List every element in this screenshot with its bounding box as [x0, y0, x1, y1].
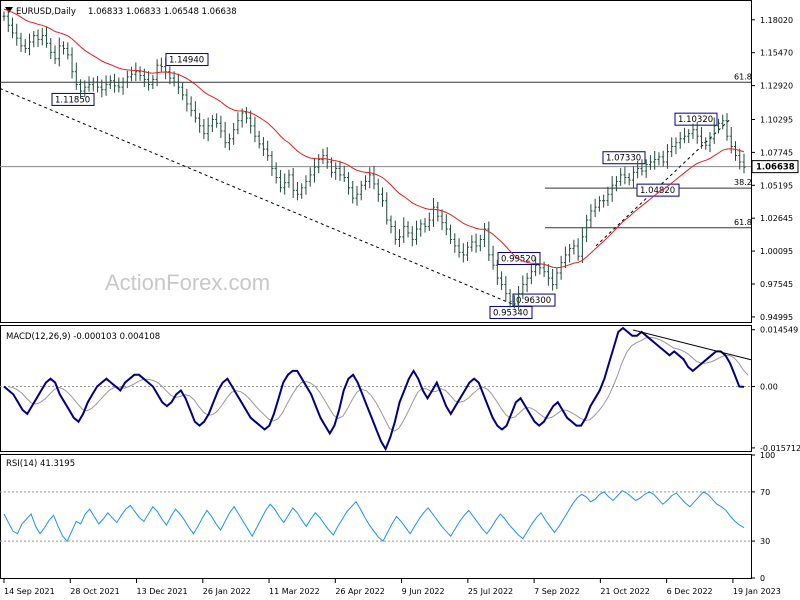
time-tick-label: 21 Oct 2022 [600, 587, 649, 596]
price-tick-label: 1.12920 [760, 82, 793, 91]
rsi-title: RSI(14) 41.3195 [6, 459, 75, 469]
last-price-label: 1.06638 [756, 163, 795, 173]
price-tick-label: 1.07745 [760, 148, 793, 157]
watermark-text: ActionForex.com [105, 270, 270, 295]
price-label-box [636, 183, 680, 197]
price-tick-label: 1.10295 [760, 115, 793, 124]
price-label-text: 1.07330 [606, 154, 641, 164]
price-tick-label: 1.02645 [760, 214, 793, 223]
macd-line [3, 326, 745, 452]
macd-tick-label: 0.014549 [760, 326, 798, 335]
time-axis: 14 Sep 2021 28 Oct 2021 13 Dec 2021 26 Jan … [3, 578, 781, 596]
price-axis: 1.18020 1.15470 1.12920 1.10295 1.07745 1.051… [751, 16, 793, 322]
time-tick-label: 26 Apr 2022 [335, 587, 384, 596]
time-tick-label: 11 Mar 2022 [269, 587, 320, 596]
price-label-text: 1.10320 [678, 115, 713, 125]
price-label-text: 1.04820 [640, 186, 675, 196]
price-tick-label: 0.94995 [760, 313, 793, 322]
rsi-tick-label: 30 [760, 537, 770, 546]
time-tick-label: 28 Oct 2021 [70, 587, 119, 596]
moving-average-line [3, 8, 745, 269]
time-tick-label: 25 Jul 2022 [468, 587, 513, 596]
price-label-text: 0.95340 [493, 308, 528, 318]
price-label-text: 0.96300 [516, 296, 551, 306]
dashed-uptrend-line [595, 119, 731, 247]
time-tick-label: 7 Sep 2022 [534, 587, 580, 596]
price-label-text: 1.14940 [169, 56, 204, 66]
time-tick-label: 26 Jan 2022 [203, 587, 251, 596]
rsi-tick-label: 0 [760, 574, 765, 583]
price-label-text: 0.99520 [501, 255, 536, 265]
macd-trendline [632, 329, 753, 361]
macd-title: MACD(12,26,9) -0.000103 0.004108 [6, 332, 160, 342]
time-tick-label: 19 Jan 2023 [733, 587, 781, 596]
price-label-text: 1.11850 [55, 95, 90, 105]
price-label-box [489, 305, 533, 319]
rsi-line [3, 490, 745, 542]
macd-axis: 0.014549 0.00 -0.015712 [0, 326, 800, 453]
chevron-down-icon[interactable] [5, 7, 13, 13]
price-tick-label: 0.97545 [760, 280, 793, 289]
fib-level-label: 38.2 [734, 178, 752, 187]
price-label-box [602, 151, 646, 165]
fib-level-label: 61.8 [734, 218, 752, 227]
price-label-box [51, 92, 95, 106]
chart-symbol: EURUSD,Daily [16, 7, 76, 17]
time-tick-label: 13 Dec 2021 [137, 587, 188, 596]
price-label-box [512, 293, 556, 307]
price-tick-label: 1.00095 [760, 247, 793, 256]
macd-tick-label: -0.015712 [760, 444, 800, 453]
candles [2, 10, 746, 311]
time-tick-label: 9 Jun 2022 [402, 587, 445, 596]
chart-ohlc: 1.06833 1.06833 1.06548 1.06638 [88, 7, 237, 17]
time-tick-label: 6 Dec 2022 [667, 587, 713, 596]
dashed-trendline [0, 87, 513, 305]
rsi-panel [0, 454, 752, 579]
rsi-axis: 100 70 30 0 [0, 451, 775, 583]
rsi-tick-label: 70 [760, 488, 770, 497]
price-tick-label: 1.05195 [760, 181, 793, 190]
fib-level-label: 61.8 [734, 72, 752, 81]
rsi-tick-label: 100 [760, 451, 775, 460]
last-price-tag [751, 160, 799, 174]
price-label-box [674, 112, 718, 126]
macd-tick-label: 0.00 [760, 383, 778, 392]
macd-signal-line [7, 336, 749, 432]
price-tick-label: 1.18020 [760, 16, 793, 25]
price-annotations: 61.8 38.2 61.8 1.14940 1.11850 1.10320 1.07330… [0, 53, 799, 319]
price-tick-label: 1.15470 [760, 49, 793, 58]
time-tick-label: 14 Sep 2021 [4, 587, 55, 596]
